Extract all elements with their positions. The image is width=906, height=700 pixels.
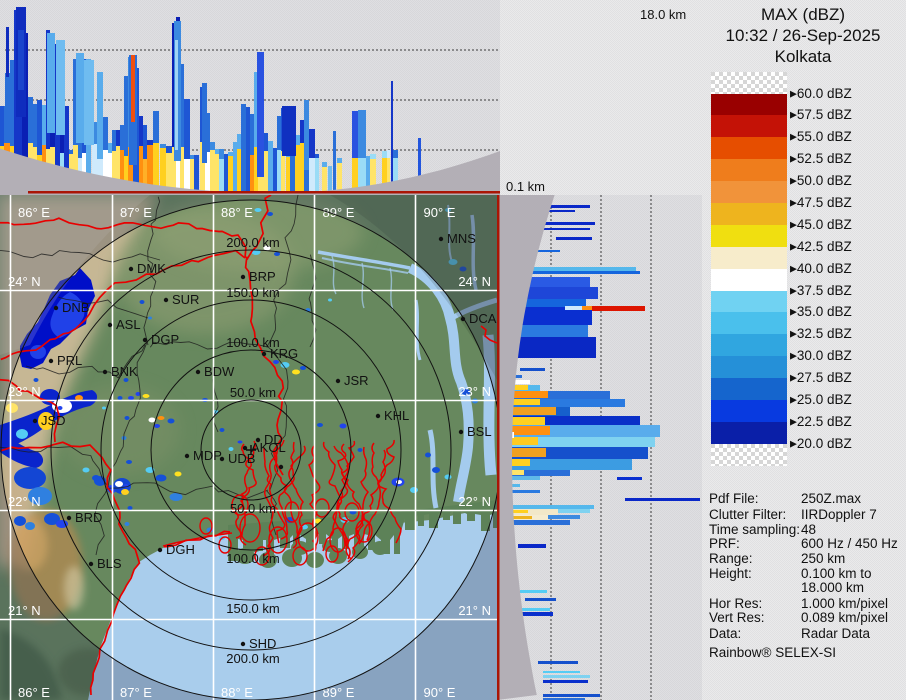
svg-text:86° E: 86° E [18,685,50,700]
svg-text:UDB: UDB [228,451,255,466]
svg-text:87° E: 87° E [120,685,152,700]
svg-text:22° N: 22° N [458,494,491,509]
svg-text:22° N: 22° N [8,494,41,509]
svg-text:KHL: KHL [384,408,409,423]
svg-text:100.0 km: 100.0 km [226,551,279,566]
svg-text:50.0 km: 50.0 km [230,501,276,516]
svg-text:86° E: 86° E [18,205,50,220]
svg-text:MNS: MNS [447,231,476,246]
svg-text:87° E: 87° E [120,205,152,220]
svg-text:AKOL: AKOL [251,440,286,455]
svg-text:90° E: 90° E [424,685,456,700]
svg-text:200.0 km: 200.0 km [226,651,279,666]
svg-text:200.0 km: 200.0 km [226,235,279,250]
svg-text:JSR: JSR [344,373,369,388]
svg-text:23° N: 23° N [8,384,41,399]
svg-text:SHD: SHD [249,636,276,651]
svg-text:BRP: BRP [249,269,276,284]
svg-text:DCA: DCA [469,311,497,326]
svg-text:21° N: 21° N [8,603,41,618]
svg-text:DMK: DMK [137,261,166,276]
svg-text:100.0 km: 100.0 km [226,335,279,350]
svg-text:BDW: BDW [204,364,235,379]
svg-text:21° N: 21° N [458,603,491,618]
svg-text:BLS: BLS [97,556,122,571]
svg-text:23° N: 23° N [458,384,491,399]
svg-text:BNK: BNK [111,364,138,379]
svg-text:SUR: SUR [172,292,199,307]
svg-text:88° E: 88° E [221,685,253,700]
svg-text:DGP: DGP [151,332,179,347]
svg-text:89° E: 89° E [323,205,355,220]
svg-text:BSL: BSL [467,424,492,439]
svg-text:ASL: ASL [116,317,141,332]
svg-text:24° N: 24° N [458,274,491,289]
svg-text:PRL: PRL [57,353,82,368]
svg-text:88° E: 88° E [221,205,253,220]
svg-text:150.0 km: 150.0 km [226,285,279,300]
svg-text:90° E: 90° E [424,205,456,220]
svg-text:89° E: 89° E [323,685,355,700]
svg-text:24° N: 24° N [8,274,41,289]
svg-text:DGH: DGH [166,542,195,557]
svg-text:DD: DD [264,432,283,447]
svg-text:MDP: MDP [193,448,222,463]
svg-text:DNB: DNB [62,300,89,315]
svg-text:150.0 km: 150.0 km [226,601,279,616]
svg-text:KRG: KRG [270,346,298,361]
svg-text:JSD: JSD [41,413,66,428]
svg-text:50.0 km: 50.0 km [230,385,276,400]
svg-text:BRD: BRD [75,510,102,525]
